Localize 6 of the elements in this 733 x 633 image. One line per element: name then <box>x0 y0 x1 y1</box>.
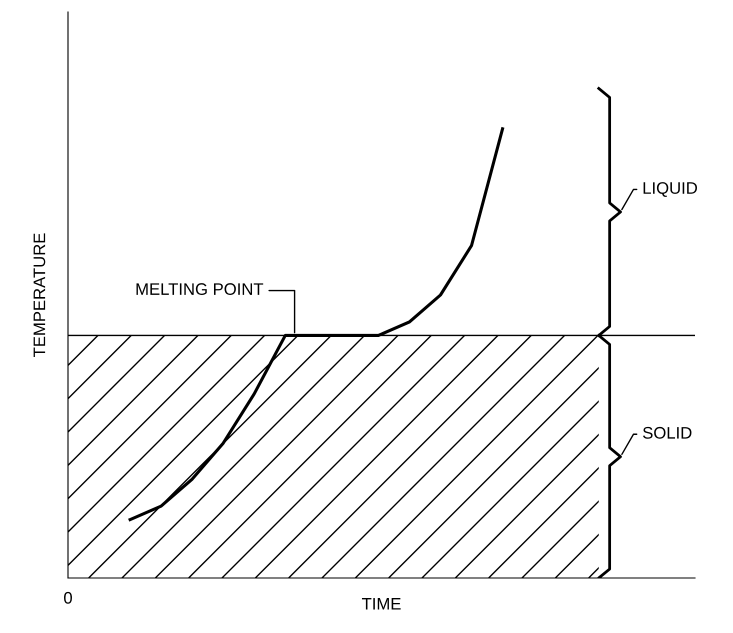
text: LIQUID <box>644 182 698 197</box>
y-axis-title: TEMPERATURE <box>34 233 46 357</box>
ref-line-label: MELTING POINT <box>136 283 264 295</box>
text: 0 <box>64 592 72 604</box>
x-axis-title: TIME <box>362 598 401 610</box>
band-label: SOLID <box>642 426 692 439</box>
